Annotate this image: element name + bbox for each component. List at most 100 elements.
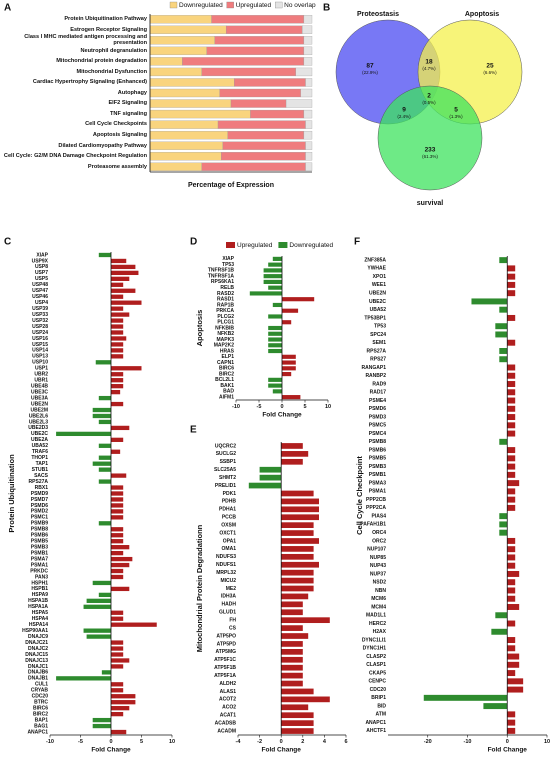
bar-segment	[295, 67, 313, 77]
bar	[281, 680, 303, 687]
category-label-box: Proteasome assembly	[88, 164, 147, 170]
y-tick-label: MRPL32	[216, 570, 236, 576]
y-tick-label: DNAJC9	[28, 634, 48, 640]
y-axis-title: Apoptosis	[195, 310, 204, 347]
category-label-box: Estrogen Receptor Signaling	[70, 27, 147, 33]
region-count: 2	[427, 93, 431, 100]
bar	[111, 509, 124, 514]
x-tick-label: 0	[109, 739, 112, 745]
y-tick-label: Cell Cycle: G2/M DNA Damage Checkpoint R…	[3, 153, 147, 160]
bar-segment	[303, 15, 313, 24]
y-tick-label: NFKB2	[217, 331, 234, 337]
y-tick-label: MICU2	[220, 578, 236, 584]
y-tick-label: TP53BP1	[364, 315, 386, 321]
category-label-box: Cell Cycle: G2/M DNA Damage Checkpoint R…	[3, 153, 147, 160]
bar-segment	[303, 46, 313, 56]
bar	[111, 288, 136, 293]
bar	[507, 595, 516, 602]
bar	[98, 592, 111, 598]
panel-label: B	[323, 3, 330, 14]
y-tick-label: PDHB	[222, 499, 237, 505]
y-tick-label: MAD1L1	[366, 613, 386, 619]
bar	[111, 664, 124, 669]
bar	[507, 455, 516, 462]
bar-segment	[149, 15, 212, 24]
y-tick-label: MAPK3	[216, 337, 234, 343]
y-tick-label: NUP107	[367, 547, 386, 553]
bar	[507, 447, 516, 454]
bar	[507, 496, 516, 503]
y-tick-label: XPO1	[373, 274, 387, 280]
y-tick-label: SUCLG2	[216, 451, 237, 457]
y-tick-label: RAD17	[370, 390, 387, 396]
bar-segment	[149, 57, 183, 66]
bar	[281, 490, 314, 497]
y-tick-label: AIFM1	[219, 394, 234, 400]
bar	[111, 503, 124, 508]
panel-label: F	[354, 237, 360, 248]
bar	[98, 419, 111, 425]
bar	[111, 711, 124, 717]
bar	[111, 497, 124, 502]
y-tick-label: USP47	[32, 288, 48, 294]
bar-segment	[219, 88, 301, 98]
y-tick-label: PPP2CA	[366, 505, 386, 511]
y-tick-label: PSMC4	[369, 431, 386, 437]
bar	[507, 570, 520, 577]
y-tick-label: UBE2L3	[29, 419, 48, 425]
y-tick-label: CLASP1	[366, 662, 386, 668]
y-tick-label: RPS6KA1	[211, 279, 234, 285]
bar-segment	[225, 25, 303, 34]
bar	[282, 320, 292, 325]
legend-label: Upregulated	[237, 242, 273, 249]
panel-label: D	[190, 237, 197, 248]
y-tick-label: RASD1	[217, 297, 234, 303]
x-tick-label: 0	[506, 739, 509, 745]
y-tick-label: ORC4	[372, 530, 386, 536]
y-tick-label: UBE2M	[30, 407, 48, 413]
bar	[111, 652, 124, 657]
bar	[507, 670, 516, 677]
category-label-box: Cell Cycle Checkpoints	[85, 121, 147, 127]
y-tick-label: CDC20	[32, 694, 49, 700]
y-tick-label: RASD2	[217, 291, 234, 297]
y-tick-label: NDUFS1	[216, 562, 236, 568]
y-tick-label: Cardiac Hypertrophy Signaling (Enhanced)	[32, 79, 147, 86]
bar	[259, 466, 282, 473]
bar	[111, 425, 130, 431]
y-tick-label: ACAT1	[220, 713, 237, 719]
bar-segment	[149, 78, 235, 87]
y-tick-label: UBA52	[32, 443, 49, 449]
legend-swatch	[226, 242, 235, 248]
bar	[507, 290, 516, 297]
region-count: 5	[454, 107, 458, 114]
y-tick-label: DNAJB1	[28, 676, 48, 682]
y-tick-label: UBE2D3	[28, 425, 48, 431]
bar	[495, 331, 508, 338]
y-tick-label: ATP5F1C	[214, 657, 236, 663]
bar	[86, 598, 111, 603]
x-tick-label: 10	[325, 404, 331, 410]
y-tick-label: DNAJC13	[25, 658, 48, 664]
bar-segment	[149, 130, 228, 140]
bar	[111, 568, 124, 574]
y-tick-label: PSMD3	[369, 414, 386, 420]
set-label: Proteostasis	[357, 11, 399, 18]
y-tick-label: UBE2C	[31, 431, 48, 437]
y-tick-label: ACO2	[222, 705, 236, 711]
y-tick-label: DNAJC1	[28, 664, 48, 670]
bar	[98, 467, 111, 472]
region-percent: (61.3%)	[422, 154, 438, 159]
bar	[507, 273, 516, 280]
y-tick-label: HSPA5	[32, 610, 49, 616]
bar-segment	[305, 152, 313, 161]
y-tick-label: BIRC2	[33, 711, 48, 717]
bar	[111, 306, 124, 311]
category-label-box: Protein Ubiquitination Pathway	[64, 16, 147, 22]
bar	[507, 587, 516, 594]
bar	[111, 258, 127, 264]
y-tick-label: DNAJC21	[25, 640, 48, 646]
panel-label: A	[4, 3, 11, 14]
y-tick-label: Mitochondrial protein degradation	[56, 58, 147, 65]
bar-segment	[149, 88, 220, 98]
